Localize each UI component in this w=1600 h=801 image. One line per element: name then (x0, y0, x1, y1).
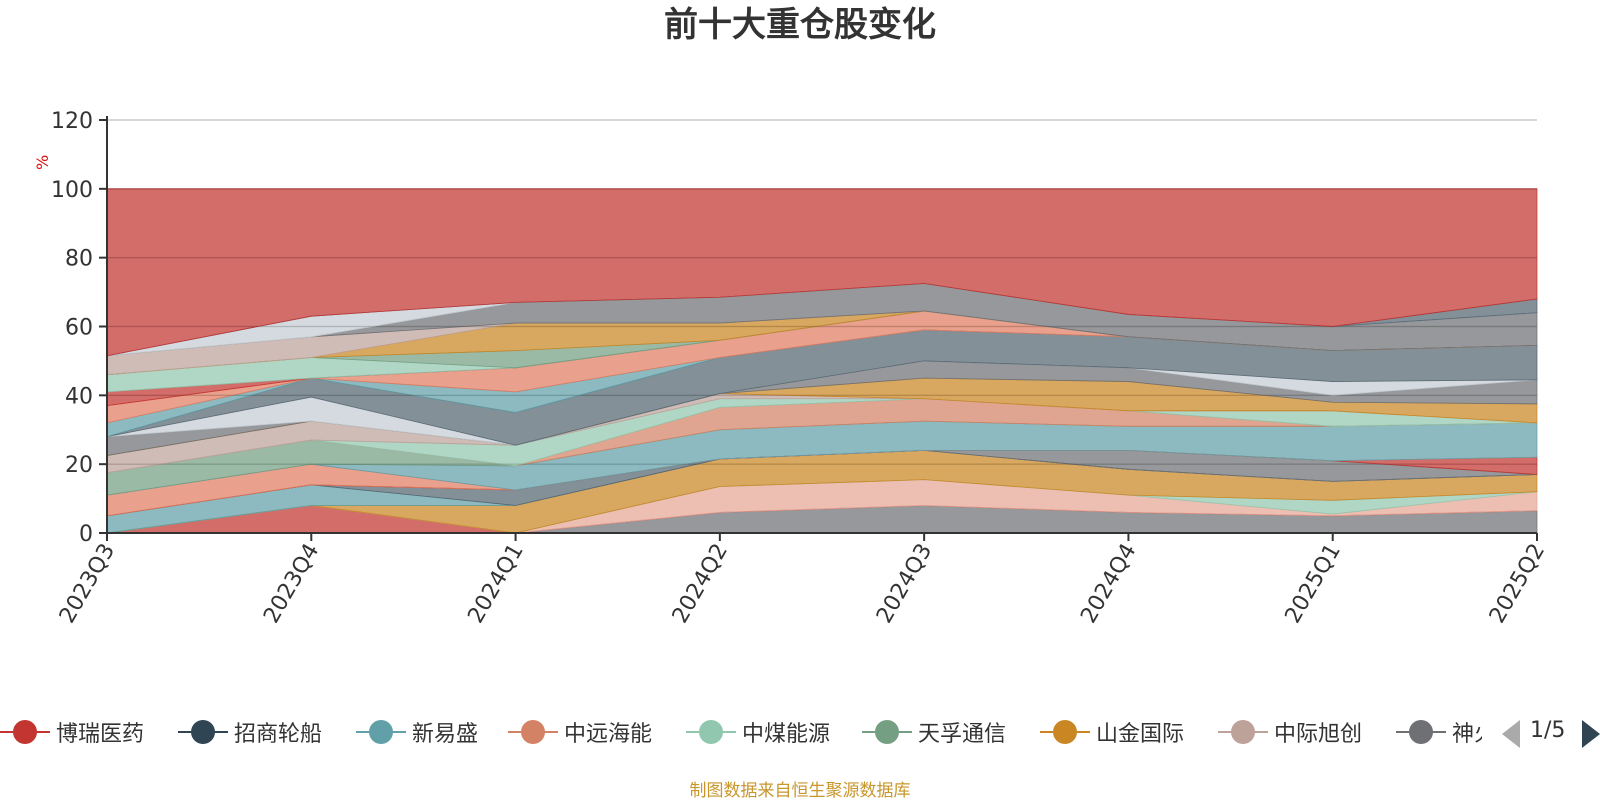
x-tick-label: 2025Q2 (1485, 540, 1550, 628)
legend-item[interactable]: 天孚通信 (862, 712, 1006, 752)
legend-marker-icon (1040, 712, 1090, 752)
legend-marker-icon (178, 712, 228, 752)
legend-items: 博瑞医药 招商轮船 新易盛 中远海能 中煤能源 天孚通信 山金国际 中际旭创 神火股份 (0, 712, 1482, 752)
x-tick-label: 2024Q2 (668, 540, 733, 628)
legend-item[interactable]: 中煤能源 (686, 712, 830, 752)
legend-item[interactable]: 新易盛 (356, 712, 478, 752)
y-tick-label: 120 (51, 109, 93, 134)
legend-marker-icon (1396, 712, 1446, 752)
x-tick-label: 2024Q4 (1076, 540, 1141, 628)
area-band[interactable] (106, 188, 1538, 357)
legend-label: 中远海能 (564, 722, 653, 747)
chart-title: 前十大重仓股变化 (664, 5, 936, 45)
y-tick-label: 0 (79, 522, 93, 547)
legend-marker-icon (356, 712, 406, 752)
x-tick-label: 2024Q3 (872, 540, 937, 628)
legend: 博瑞医药 招商轮船 新易盛 中远海能 中煤能源 天孚通信 山金国际 中际旭创 神火股份 1/5 (0, 712, 1600, 752)
legend-page-indicator: 1/5 (1530, 718, 1566, 743)
area-bands (106, 188, 1538, 534)
y-tick-label: 20 (65, 453, 93, 478)
legend-marker-icon (862, 712, 912, 752)
legend-marker-icon (1218, 712, 1268, 752)
legend-label: 中煤能源 (742, 722, 831, 747)
legend-label: 招商轮船 (234, 722, 323, 747)
x-tick-label: 2023Q4 (259, 540, 324, 628)
legend-label: 山金国际 (1096, 722, 1185, 747)
legend-marker-icon (686, 712, 736, 752)
legend-marker-icon (0, 712, 50, 752)
legend-label: 博瑞医药 (56, 722, 145, 747)
y-tick-label: 100 (51, 178, 93, 203)
legend-prev-icon[interactable] (1502, 720, 1520, 748)
legend-label: 新易盛 (412, 722, 479, 747)
legend-next-icon[interactable] (1582, 720, 1600, 748)
legend-item[interactable]: 神火股份 (1396, 712, 1482, 752)
y-tick-label: 40 (65, 384, 93, 409)
source-note: 制图数据来自恒生聚源数据库 (689, 781, 911, 801)
legend-item[interactable]: 博瑞医药 (0, 712, 144, 752)
y-axis-label: % (33, 155, 52, 170)
legend-item[interactable]: 山金国际 (1040, 712, 1184, 752)
legend-item[interactable]: 中远海能 (508, 712, 652, 752)
legend-label: 神火股份 (1452, 722, 1482, 747)
legend-label: 中际旭创 (1274, 722, 1363, 747)
y-tick-label: 60 (65, 316, 93, 341)
legend-item[interactable]: 中际旭创 (1218, 712, 1362, 752)
legend-item[interactable]: 招商轮船 (178, 712, 322, 752)
x-tick-label: 2023Q3 (55, 540, 120, 628)
legend-label: 天孚通信 (918, 722, 1007, 747)
x-tick-label: 2025Q1 (1281, 540, 1346, 628)
y-tick-label: 80 (65, 247, 93, 272)
legend-marker-icon (508, 712, 558, 752)
x-tick-label: 2024Q1 (463, 540, 528, 628)
